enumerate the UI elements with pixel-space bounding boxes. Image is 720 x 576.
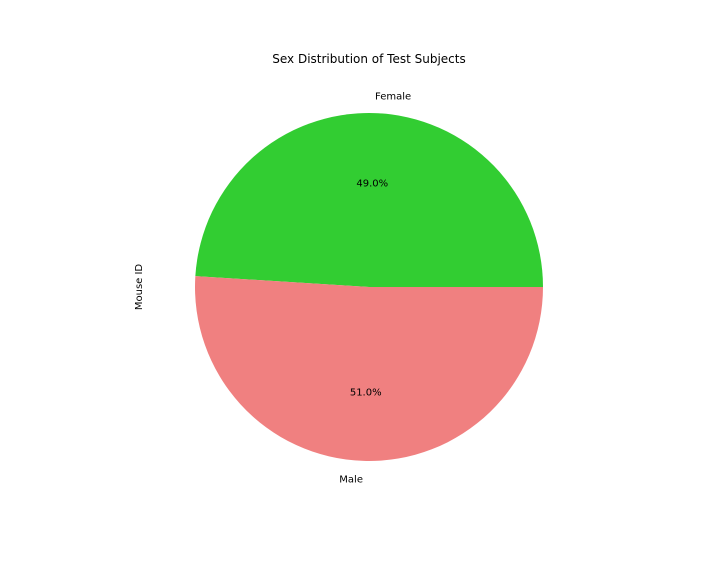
- pie-labels: Female 49.0% Male 51.0%: [339, 92, 411, 486]
- pie-slice-female: [195, 113, 543, 287]
- slice-percent-male: 51.0%: [350, 387, 382, 398]
- slice-percent-female: 49.0%: [356, 179, 388, 190]
- slice-label-male: Male: [339, 474, 363, 485]
- pie-slices: [195, 113, 543, 462]
- slice-label-female: Female: [375, 92, 411, 103]
- chart-title: Sex Distribution of Test Subjects: [272, 52, 465, 66]
- y-axis-label: Mouse ID: [134, 264, 145, 311]
- pie-slice-male: [195, 276, 543, 462]
